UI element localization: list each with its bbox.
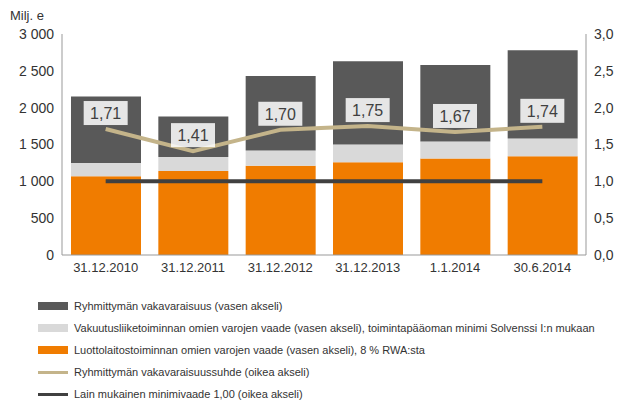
svg-text:30.6.2014: 30.6.2014 (513, 260, 571, 275)
svg-text:1,74: 1,74 (527, 103, 558, 120)
svg-text:1,70: 1,70 (265, 106, 296, 123)
svg-text:1,5: 1,5 (594, 136, 614, 152)
svg-text:1,0: 1,0 (594, 173, 614, 189)
svg-text:1.1.2014: 1.1.2014 (430, 260, 481, 275)
svg-text:2,0: 2,0 (594, 100, 614, 116)
html-text:Ryhmittymän vakavaraisuus (vas: Ryhmittymän vakavaraisuus (vasen akseli) (74, 300, 283, 312)
svg-text:2 000: 2 000 (19, 100, 54, 116)
svg-text:0,0: 0,0 (594, 247, 614, 263)
svg-text:31.12.2012: 31.12.2012 (248, 260, 313, 275)
svg-text:1 000: 1 000 (19, 173, 54, 189)
svg-text:1,71: 1,71 (90, 105, 121, 122)
svg-text:1,75: 1,75 (352, 102, 383, 119)
html-text:Lain mukainen minimivaade 1,00: Lain mukainen minimivaade 1,00 (oikea ak… (74, 388, 303, 400)
svg-text:3,0: 3,0 (594, 26, 614, 42)
html-text:Vakuutusliiketoiminnan omien v: Vakuutusliiketoiminnan omien varojen vaa… (74, 322, 595, 334)
svg-text:1 500: 1 500 (19, 136, 54, 152)
html-text:Luottolaitostoiminnan omien va: Luottolaitostoiminnan omien varojen vaad… (74, 344, 425, 356)
svg-text:1,41: 1,41 (177, 127, 208, 144)
svg-text:31.12.2013: 31.12.2013 (335, 260, 400, 275)
html-text:Milj. e: Milj. e (10, 8, 44, 23)
svg-text:0,5: 0,5 (594, 210, 614, 226)
svg-text:0: 0 (46, 247, 54, 263)
svg-text:500: 500 (31, 210, 55, 226)
svg-text:2 500: 2 500 (19, 63, 54, 79)
svg-text:1,67: 1,67 (439, 108, 470, 125)
svg-text:31.12.2011: 31.12.2011 (161, 260, 225, 275)
svg-text:2,5: 2,5 (594, 63, 614, 79)
svg-text:3 000: 3 000 (19, 26, 54, 42)
html-text:Ryhmittymän vakavaraisuussuhde: Ryhmittymän vakavaraisuussuhde (oikea ak… (74, 366, 310, 378)
svg-text:31.12.2010: 31.12.2010 (73, 260, 138, 275)
